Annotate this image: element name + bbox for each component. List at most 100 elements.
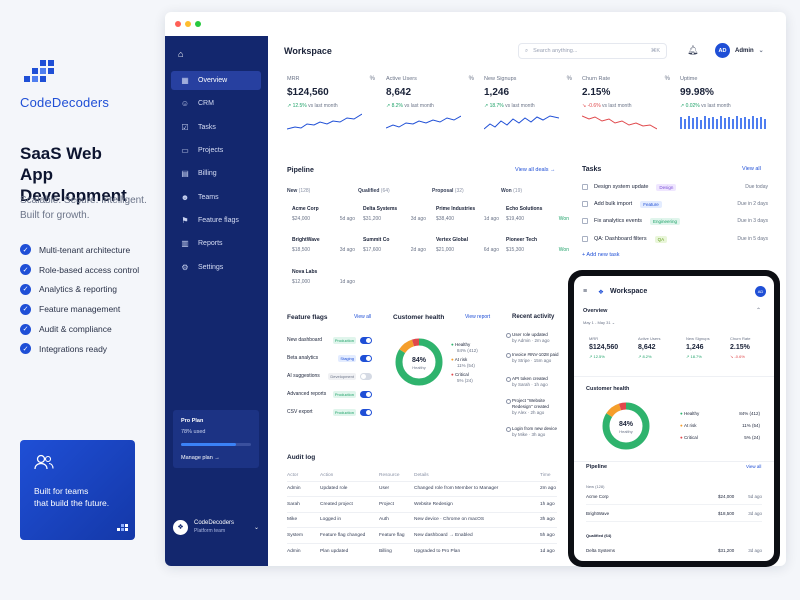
task-label: Add bulk import [594, 201, 633, 207]
chevron-down-icon: ⌄ [253, 524, 259, 531]
view-all-flags-link[interactable]: View all [354, 314, 372, 320]
menu-icon[interactable]: ≡ [583, 288, 588, 295]
kpi-value: 1,246 [484, 87, 510, 98]
list-item[interactable]: Delta Systems $31,200 3d ago [586, 542, 762, 559]
card-icon: ▤ [181, 169, 189, 178]
task-due: Due today [745, 184, 768, 190]
mobile-stage-new: New (128) [586, 484, 605, 489]
flag-toggle[interactable] [360, 372, 372, 380]
table-row[interactable]: Mike Logged in Auth New device · Chrome on … [287, 511, 557, 528]
audit-cell: Updated role [320, 480, 379, 497]
promo-text: Built for teams that build the future. [34, 485, 121, 509]
sidebar-item-crm[interactable]: ☺ CRM [171, 94, 261, 113]
legend-item: ● Critical 5% (24) [680, 432, 760, 444]
sidebar-item-billing[interactable]: ▤ Billing [171, 164, 261, 183]
home-icon[interactable]: ⌂ [178, 49, 184, 59]
task-item[interactable]: Design system update Design Due today [582, 180, 768, 194]
kpi-delta-value: ↗ 12.5% [287, 103, 307, 109]
deal-card[interactable]: Echo Solutions $19,400 Won [506, 206, 569, 230]
window-maximize-dot[interactable] [195, 21, 201, 27]
deal-card[interactable]: Delta Systems $31,200 3d ago [363, 206, 426, 230]
task-item[interactable]: QA: Dashboard filters QA Due in 5 days [582, 232, 768, 246]
deal-card[interactable]: Prime Industries $38,400 1d ago [436, 206, 499, 230]
manage-plan-link[interactable]: Manage plan → [181, 455, 220, 461]
table-row[interactable]: Admin Plan updated Billing Upgraded to Pro … [287, 542, 557, 559]
table-row[interactable]: Admin Updated role User Changed role from M… [287, 480, 557, 497]
kpi-delta: ↗ 8.2% vs last month [386, 103, 474, 109]
deal-name: Vertex Global [436, 237, 468, 243]
sidebar-item-teams[interactable]: ☻ Teams [171, 188, 261, 207]
audit-table: Actor Action Resource Details Time Admin… [287, 471, 557, 559]
task-item[interactable]: Fix analytics events Engineering Due in 3 … [582, 214, 768, 228]
mobile-deal-age: 5d ago [748, 493, 762, 499]
deal-card[interactable]: Vertex Global $21,000 6d ago [436, 237, 499, 261]
view-all-deals-link[interactable]: View all deals → [515, 167, 556, 173]
mobile-deal-age: 3d ago [748, 548, 762, 553]
mobile-avatar[interactable]: AD [755, 286, 766, 297]
mobile-health-legend: ● Healthy 84% (412) ● At risk 11% (54) ● C… [680, 408, 760, 444]
sidebar-item-projects[interactable]: ▭ Projects [171, 141, 261, 160]
view-report-link[interactable]: View report [465, 314, 491, 320]
task-checkbox[interactable] [582, 218, 588, 224]
task-label: QA: Dashboard filters [594, 236, 647, 242]
chevron-up-icon[interactable]: ⌃ [756, 308, 762, 314]
search-input[interactable]: ⌕ Search anything... ⌘K [518, 43, 667, 59]
list-item[interactable]: Acme Corp $24,000 5d ago [586, 488, 762, 505]
flag-toggle[interactable] [360, 354, 372, 362]
deal-card[interactable]: Pioneer Tech $15,300 Won [506, 237, 569, 261]
activity-item: User role updated by Admin · 2m ago [506, 332, 592, 344]
chevron-down-icon: ⌄ [758, 48, 764, 54]
window-close-dot[interactable] [175, 21, 181, 27]
pipeline-column-header: Qualified (64) [358, 188, 390, 194]
deal-card[interactable]: Nova Labs $12,000 1d ago [292, 269, 355, 293]
sidebar-item-settings[interactable]: ⚙ Settings [171, 258, 261, 277]
plan-card: Pro Plan 78% used Manage plan → [173, 410, 259, 468]
task-item[interactable]: Add bulk import Feature Due in 2 days [582, 197, 768, 211]
add-task-button[interactable]: + Add new task [582, 252, 620, 258]
flag-toggle[interactable] [360, 390, 372, 398]
users-icon: ☺ [180, 99, 190, 108]
pipeline-column-header: New (128) [287, 188, 310, 194]
activity-item: Login from new device by Mike · 3h ago [506, 426, 592, 438]
customer-health-title: Customer health [393, 314, 445, 321]
audit-cell: Upgraded to Pro Plan [414, 542, 540, 559]
task-label: Fix analytics events [594, 218, 642, 224]
task-checkbox[interactable] [582, 201, 588, 207]
feature-item: ✓ Audit & compliance [20, 319, 170, 339]
flag-label: CSV export [287, 409, 313, 415]
mobile-view-all-link[interactable]: View all [746, 464, 762, 469]
flag-toggle[interactable] [360, 336, 372, 344]
activity-item: Project "Website Redesign" created by Ale… [506, 398, 560, 416]
flag-toggle[interactable] [360, 408, 372, 416]
sidebar-item-reports[interactable]: ▥ Reports [171, 234, 261, 253]
deal-age: 3d ago [410, 216, 426, 222]
audit-cell: Project [379, 496, 414, 512]
sidebar-item-tasks[interactable]: ☑ Tasks [171, 118, 261, 137]
view-all-tasks-link[interactable]: View all [742, 166, 761, 172]
mobile-date-range[interactable]: May 1 - May 31 ⌄ [583, 320, 616, 325]
task-checkbox[interactable] [582, 236, 588, 242]
sidebar-item-label: Feature flags [198, 217, 239, 224]
mobile-kpi-delta: ↗ 18.7% [686, 354, 702, 359]
mobile-kpi: Active Users 8,642 ↗ 8.2% [638, 336, 678, 359]
pipeline-column-header: Won (19) [501, 188, 522, 194]
sidebar-item-feature-flags[interactable]: ⚑ Feature flags [171, 211, 261, 230]
sidebar-item-label: Overview [198, 77, 228, 84]
deal-age: 5d ago [339, 216, 355, 222]
task-checkbox[interactable] [582, 184, 588, 190]
window-minimize-dot[interactable] [185, 21, 191, 27]
user-menu[interactable]: AD Admin ⌄ [715, 43, 764, 58]
sidebar-item-overview[interactable]: ▦ Overview [171, 71, 261, 90]
list-item[interactable]: BrightWave $18,500 3d ago [586, 505, 762, 522]
table-row[interactable]: Sarah Created project Project Website Redes… [287, 496, 557, 512]
kpi-card-churn-rate: Churn Rate% 2.15% ↘ -0.6% vs last month [581, 76, 670, 146]
table-row[interactable]: System Feature flag changed Feature flag Ne… [287, 527, 557, 543]
page-title: Workspace [284, 46, 332, 56]
kpi-card-new-signups: New Signups% 1,246 ↗ 18.7% vs last month [483, 76, 572, 146]
deal-card[interactable]: Summit Co $17,600 2d ago [363, 237, 426, 261]
brand-name: CodeDecoders [20, 95, 110, 110]
deal-card[interactable]: Acme Corp $24,000 5d ago [292, 206, 355, 230]
team-switcher[interactable]: ❖ CodeDecoders Platform team ⌄ [173, 510, 259, 544]
bell-icon[interactable]: 🔔︎ [687, 45, 699, 55]
deal-card[interactable]: BrightWave $18,500 3d ago [292, 237, 355, 261]
